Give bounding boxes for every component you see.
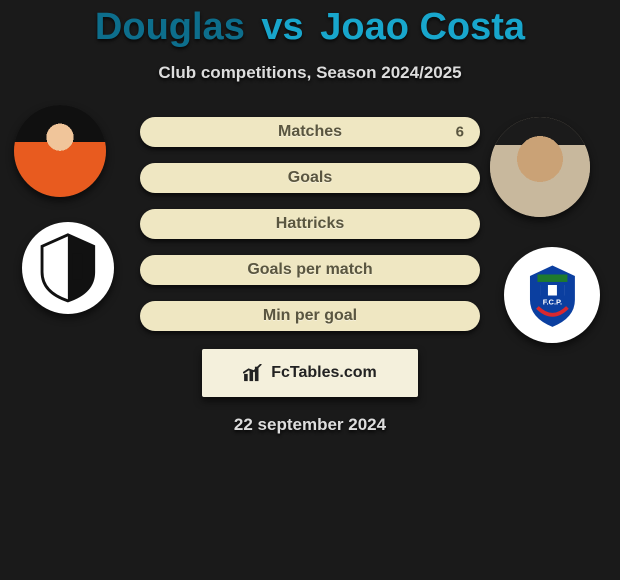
svg-text:F.C.P.: F.C.P. (542, 297, 561, 306)
fc-porto-crest-icon: F.C.P. (515, 258, 590, 333)
vs-label: vs (261, 6, 303, 48)
stat-label: Matches (278, 123, 342, 141)
stat-label: Goals (288, 169, 332, 187)
player1-avatar (14, 105, 106, 197)
stat-bars: Matches 6 Goals Hattricks Goals per matc… (140, 117, 480, 331)
player2-club-crest: F.C.P. (504, 247, 600, 343)
stat-bar-matches: Matches 6 (140, 117, 480, 147)
player2-avatar-placeholder (490, 117, 590, 217)
stat-label: Hattricks (276, 215, 344, 233)
stat-bar-hattricks: Hattricks (140, 209, 480, 239)
stat-bar-goals-per-match: Goals per match (140, 255, 480, 285)
subtitle: Club competitions, Season 2024/2025 (0, 63, 620, 83)
player1-avatar-placeholder (14, 105, 106, 197)
player2-avatar (490, 117, 590, 217)
content-area: F.C.P. Matches 6 Goals Hattricks Goals p… (0, 117, 620, 435)
brand-text: FcTables.com (271, 364, 377, 382)
player2-name: Joao Costa (320, 6, 525, 48)
date-label: 22 september 2024 (0, 415, 620, 435)
stat-bar-goals: Goals (140, 163, 480, 193)
stat-bar-min-per-goal: Min per goal (140, 301, 480, 331)
brand-badge: FcTables.com (202, 349, 418, 397)
vitoria-guimaraes-crest-icon (32, 232, 104, 304)
comparison-title: Douglas vs Joao Costa (0, 0, 620, 49)
bar-chart-icon (243, 364, 265, 382)
stat-value-right: 6 (456, 124, 464, 141)
player1-club-crest (22, 222, 114, 314)
stat-label: Min per goal (263, 307, 357, 325)
stat-label: Goals per match (247, 261, 372, 279)
player1-name: Douglas (95, 6, 245, 48)
